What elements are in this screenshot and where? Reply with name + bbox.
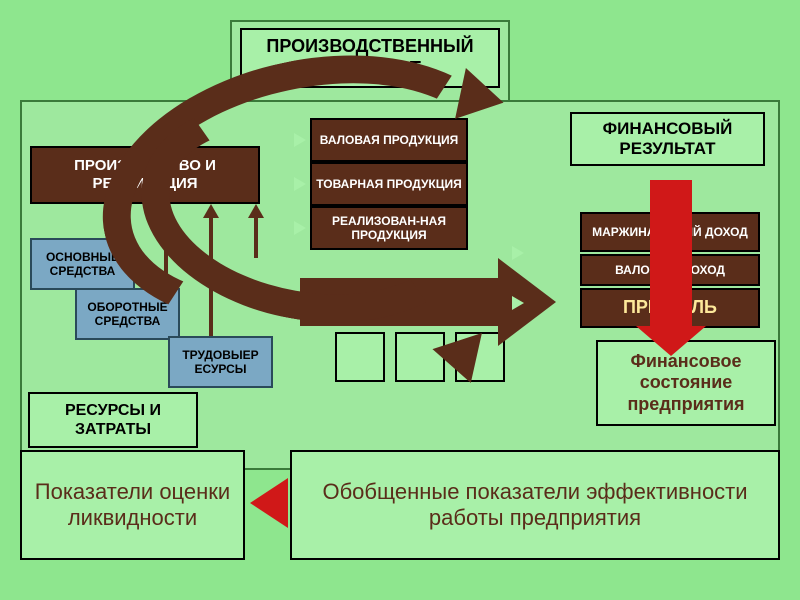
arrow-red-left [250,478,288,528]
box-labor-label: ТРУДОВЫЕР ЕСУРСЫ [174,348,267,377]
arrow-red-down-head [636,326,706,356]
header-fin-result-label: ФИНАНСОВЫЙ РЕЗУЛЬТАТ [576,119,759,160]
box-liquidity-label: Показатели оценки ликвидности [26,479,239,532]
arrow-big-right-head [498,258,556,346]
header-resources-label: РЕСУРСЫ И ЗАТРАТЫ [34,401,192,439]
marker-r1 [512,246,524,260]
box-efficiency: Обобщенные показатели эффективности рабо… [290,450,780,560]
header-resources: РЕСУРСЫ И ЗАТРАТЫ [28,392,198,448]
box-current-assets-label: ОБОРОТНЫЕ СРЕДСТВА [81,300,174,329]
box-fin-state-label: Финансовое состояние предприятия [602,351,770,416]
marker-r2 [512,296,524,310]
box-efficiency-label: Обобщенные показатели эффективности рабо… [296,479,774,532]
header-fin-result: ФИНАНСОВЫЙ РЕЗУЛЬТАТ [570,112,765,166]
box-labor: ТРУДОВЫЕР ЕСУРСЫ [168,336,273,388]
arrow-red-down-body [650,180,692,328]
box-liquidity: Показатели оценки ликвидности [20,450,245,560]
empty-box-1 [335,332,385,382]
